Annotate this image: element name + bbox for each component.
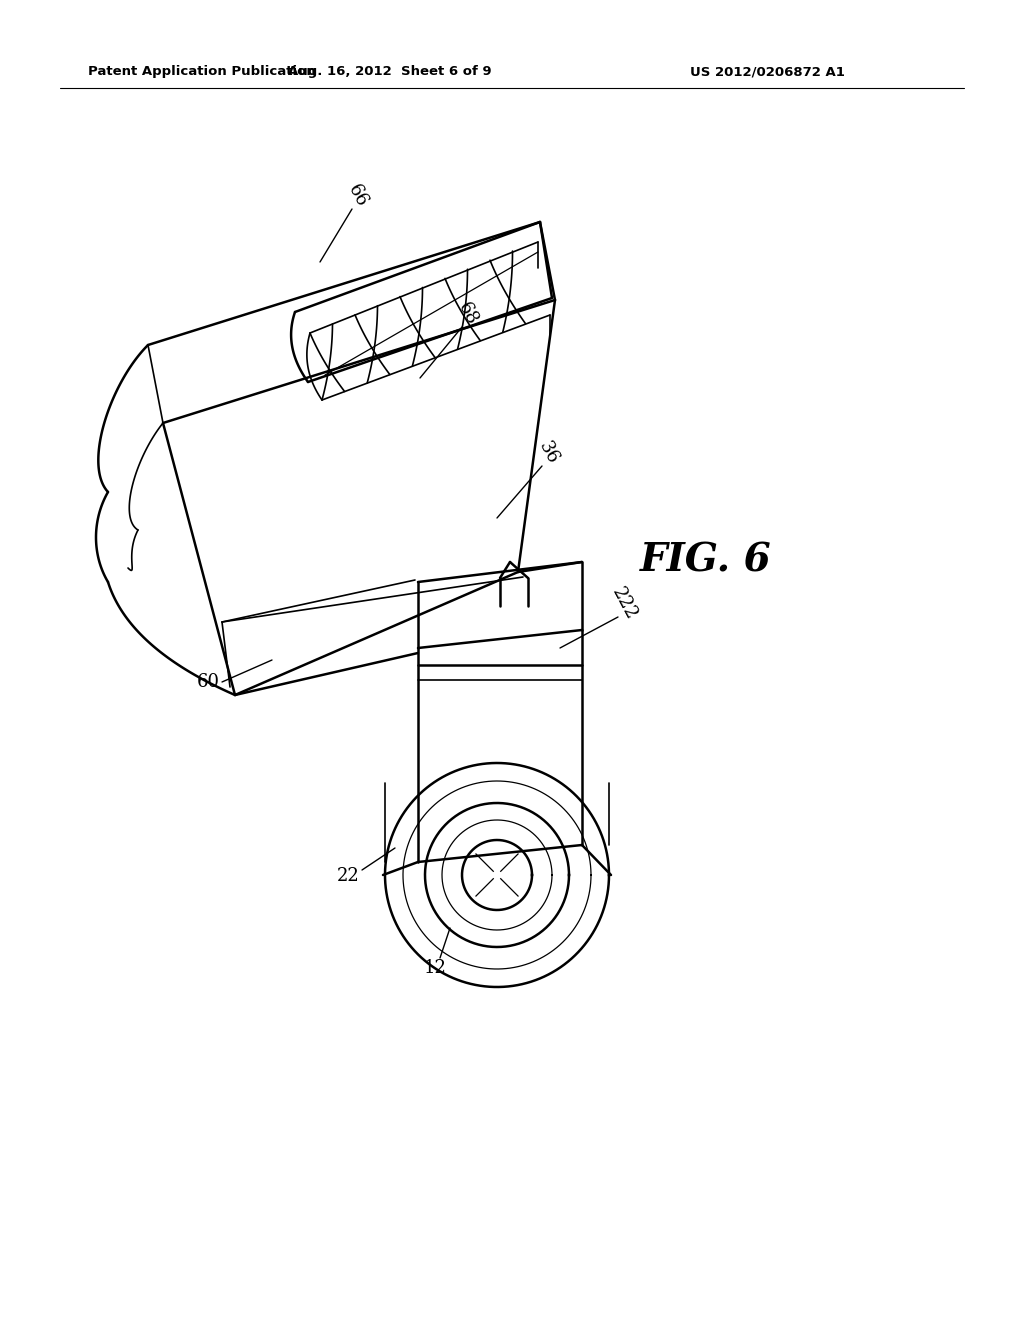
Text: 60: 60 (197, 673, 219, 690)
Text: Aug. 16, 2012  Sheet 6 of 9: Aug. 16, 2012 Sheet 6 of 9 (288, 66, 492, 78)
Text: US 2012/0206872 A1: US 2012/0206872 A1 (690, 66, 845, 78)
Text: Patent Application Publication: Patent Application Publication (88, 66, 315, 78)
Text: 12: 12 (424, 960, 446, 977)
Text: 68: 68 (455, 300, 481, 329)
Text: 66: 66 (345, 182, 372, 210)
Text: FIG. 6: FIG. 6 (640, 541, 772, 579)
Text: 222: 222 (608, 585, 640, 623)
Text: 36: 36 (535, 438, 561, 467)
Text: 22: 22 (337, 867, 359, 884)
